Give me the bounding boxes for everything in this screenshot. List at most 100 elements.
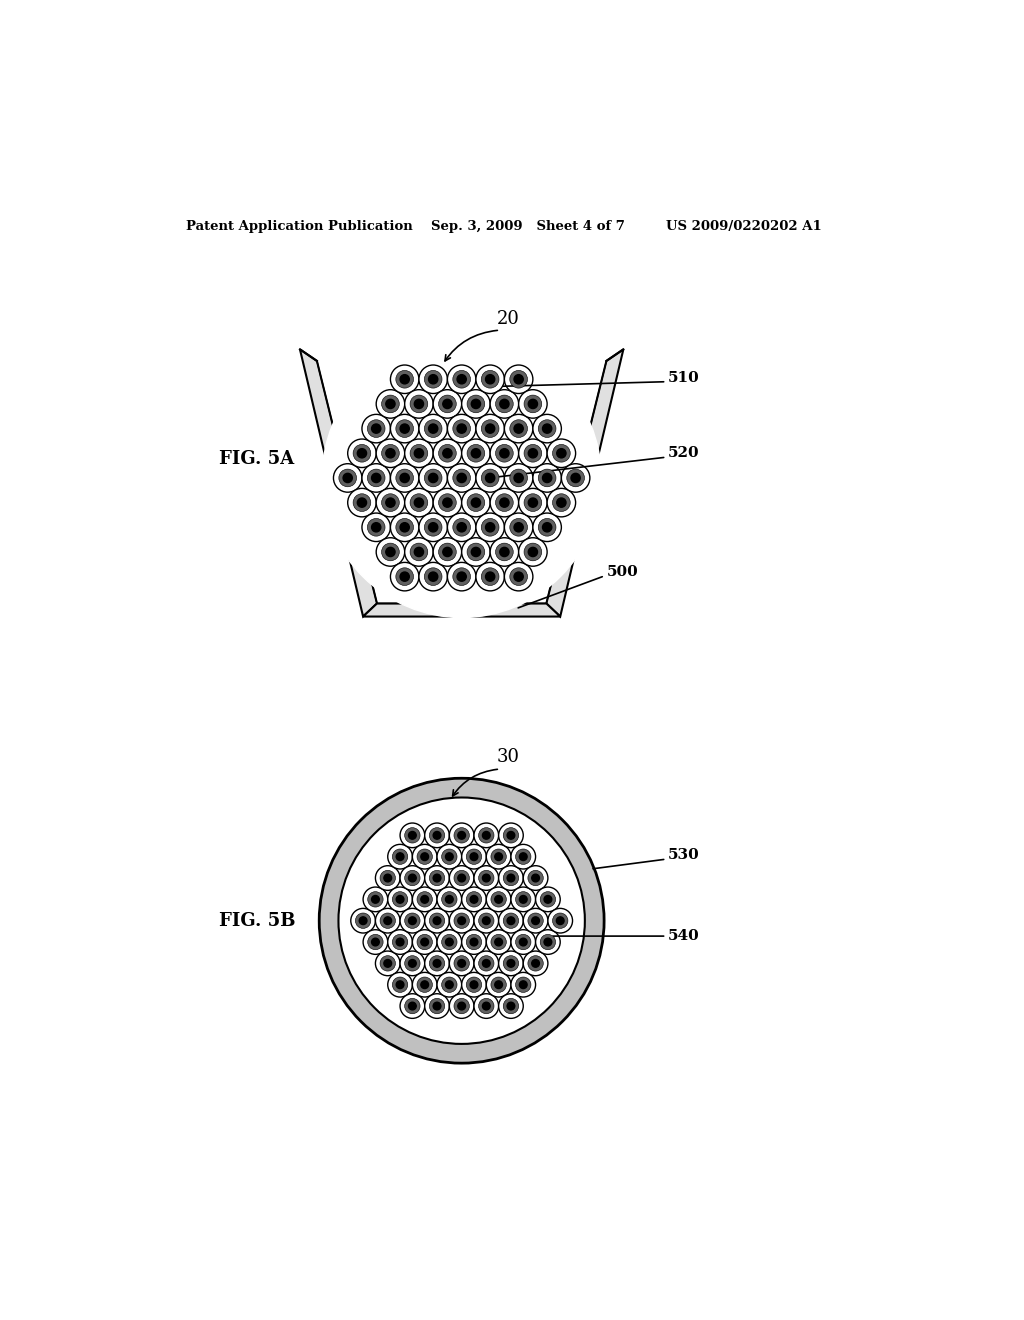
Circle shape [404, 913, 420, 928]
Circle shape [410, 445, 428, 462]
Circle shape [380, 870, 395, 886]
Circle shape [400, 866, 425, 891]
Circle shape [457, 523, 466, 532]
Circle shape [503, 998, 518, 1014]
Circle shape [441, 892, 457, 907]
Circle shape [490, 537, 518, 566]
Circle shape [382, 543, 399, 561]
Circle shape [476, 463, 505, 492]
Circle shape [505, 513, 532, 541]
Circle shape [438, 494, 457, 511]
Circle shape [415, 400, 424, 409]
Circle shape [392, 935, 408, 949]
Circle shape [503, 828, 518, 843]
Circle shape [386, 498, 395, 507]
Circle shape [419, 463, 447, 492]
Circle shape [519, 981, 527, 989]
Circle shape [348, 488, 376, 517]
Circle shape [410, 494, 428, 511]
Text: Sep. 3, 2009   Sheet 4 of 7: Sep. 3, 2009 Sheet 4 of 7 [431, 219, 625, 232]
Circle shape [441, 977, 457, 993]
Circle shape [511, 845, 536, 869]
Circle shape [481, 568, 499, 586]
Circle shape [454, 913, 469, 928]
Circle shape [514, 474, 523, 483]
Circle shape [556, 917, 564, 924]
Circle shape [415, 548, 424, 557]
Circle shape [433, 1002, 441, 1010]
Circle shape [437, 887, 462, 912]
Circle shape [386, 400, 395, 409]
Circle shape [334, 463, 361, 492]
Circle shape [429, 523, 438, 532]
Circle shape [400, 824, 425, 847]
Circle shape [445, 981, 454, 989]
Circle shape [453, 469, 470, 487]
Circle shape [548, 908, 572, 933]
Circle shape [409, 874, 416, 882]
Circle shape [372, 523, 381, 532]
Circle shape [482, 1002, 490, 1010]
Circle shape [503, 956, 518, 972]
Circle shape [343, 474, 352, 483]
Text: Patent Application Publication: Patent Application Publication [186, 219, 413, 232]
Circle shape [499, 824, 523, 847]
Circle shape [486, 929, 511, 954]
Circle shape [541, 892, 556, 907]
Circle shape [505, 414, 532, 442]
Circle shape [531, 960, 540, 968]
Circle shape [486, 973, 511, 997]
Circle shape [490, 440, 518, 467]
Circle shape [470, 853, 478, 861]
Text: US 2009/0220202 A1: US 2009/0220202 A1 [666, 219, 821, 232]
Circle shape [447, 463, 476, 492]
Circle shape [467, 445, 484, 462]
Circle shape [400, 474, 410, 483]
Circle shape [523, 950, 548, 975]
Circle shape [404, 998, 420, 1014]
Circle shape [490, 389, 518, 418]
Circle shape [421, 939, 429, 946]
Circle shape [424, 469, 442, 487]
Circle shape [421, 895, 429, 903]
Circle shape [523, 908, 548, 933]
Circle shape [384, 874, 391, 882]
Circle shape [490, 977, 506, 993]
Circle shape [396, 519, 414, 536]
Circle shape [450, 950, 474, 975]
Circle shape [421, 981, 429, 989]
Circle shape [481, 469, 499, 487]
Polygon shape [547, 350, 624, 616]
Circle shape [495, 981, 503, 989]
Circle shape [419, 513, 447, 541]
Circle shape [388, 887, 413, 912]
Circle shape [454, 828, 469, 843]
Circle shape [507, 917, 515, 924]
Circle shape [518, 389, 547, 418]
Circle shape [519, 895, 527, 903]
Circle shape [561, 463, 590, 492]
Circle shape [510, 519, 527, 536]
Circle shape [557, 449, 566, 458]
Circle shape [514, 424, 523, 433]
Circle shape [372, 895, 379, 903]
Circle shape [433, 874, 441, 882]
Circle shape [505, 366, 532, 393]
Circle shape [425, 950, 450, 975]
Circle shape [511, 929, 536, 954]
Circle shape [396, 568, 414, 586]
Circle shape [447, 414, 476, 442]
Circle shape [531, 874, 540, 882]
Circle shape [390, 463, 419, 492]
Circle shape [476, 366, 505, 393]
Circle shape [396, 939, 403, 946]
Circle shape [457, 572, 466, 581]
Circle shape [413, 845, 437, 869]
Circle shape [503, 870, 518, 886]
Circle shape [519, 939, 527, 946]
Circle shape [500, 498, 509, 507]
Circle shape [396, 420, 414, 437]
Circle shape [454, 870, 469, 886]
Circle shape [410, 395, 428, 413]
Circle shape [510, 469, 527, 487]
